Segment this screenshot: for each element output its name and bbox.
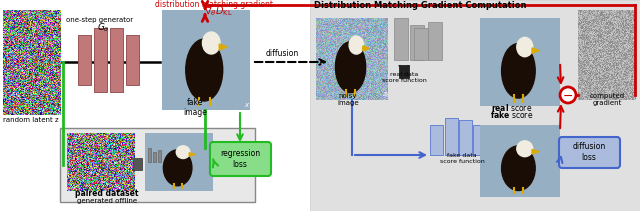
- Text: distribution matching gradient: distribution matching gradient: [155, 0, 273, 9]
- Bar: [399, 65, 409, 78]
- Text: $\nabla_\theta D_{\mathrm{KL}}$: $\nabla_\theta D_{\mathrm{KL}}$: [204, 4, 232, 18]
- Bar: [414, 28, 428, 60]
- Bar: [310, 0, 640, 211]
- Text: $\mathbf{fake}$ score: $\mathbf{fake}$ score: [490, 109, 534, 120]
- Polygon shape: [363, 46, 369, 51]
- Text: fake
image: fake image: [183, 98, 207, 117]
- Text: diffusion: diffusion: [266, 49, 299, 58]
- Bar: [459, 120, 472, 155]
- Bar: [445, 118, 458, 155]
- Text: Distribution Matching Gradient Computation: Distribution Matching Gradient Computati…: [314, 1, 527, 10]
- Bar: [94, 28, 107, 92]
- Bar: [428, 22, 442, 60]
- Bar: [487, 128, 500, 155]
- Ellipse shape: [349, 36, 364, 54]
- Text: generated offline: generated offline: [77, 198, 137, 204]
- Text: noisy
image: noisy image: [337, 93, 359, 106]
- Text: paired dataset: paired dataset: [76, 189, 139, 198]
- Text: computed
gradient: computed gradient: [589, 93, 625, 106]
- Text: fake data
score function: fake data score function: [440, 153, 484, 164]
- Circle shape: [560, 87, 576, 103]
- Text: $\mathbf{real}$ score: $\mathbf{real}$ score: [492, 102, 532, 113]
- Text: random latent z: random latent z: [3, 117, 59, 123]
- FancyBboxPatch shape: [559, 137, 620, 168]
- Polygon shape: [219, 44, 227, 50]
- Bar: [60, 128, 255, 202]
- Polygon shape: [532, 149, 539, 154]
- Ellipse shape: [335, 42, 365, 93]
- Ellipse shape: [163, 150, 192, 186]
- Bar: [394, 18, 408, 60]
- Bar: [78, 35, 91, 85]
- FancyBboxPatch shape: [210, 142, 271, 176]
- Bar: [148, 148, 151, 162]
- Text: $x$: $x$: [244, 101, 250, 109]
- Bar: [473, 125, 486, 155]
- Bar: [158, 150, 161, 162]
- Bar: [0, 0, 310, 211]
- Text: real data
score function: real data score function: [381, 72, 426, 83]
- Text: regression
loss: regression loss: [220, 149, 260, 169]
- Text: $G_\theta$: $G_\theta$: [97, 21, 109, 34]
- Ellipse shape: [517, 37, 532, 57]
- Text: $-$: $-$: [563, 88, 573, 101]
- Ellipse shape: [517, 141, 532, 157]
- Text: $z_t$: $z_t$: [382, 91, 390, 100]
- Ellipse shape: [176, 146, 190, 158]
- Ellipse shape: [502, 43, 535, 98]
- Bar: [430, 125, 443, 155]
- Ellipse shape: [502, 146, 535, 191]
- Bar: [126, 35, 139, 85]
- Bar: [110, 28, 123, 92]
- Polygon shape: [189, 153, 195, 156]
- Bar: [410, 25, 424, 60]
- Ellipse shape: [186, 39, 223, 101]
- Text: diffusion
loss: diffusion loss: [572, 142, 605, 162]
- Polygon shape: [532, 48, 539, 53]
- Bar: [153, 152, 156, 162]
- Ellipse shape: [202, 32, 220, 54]
- Bar: [133, 158, 142, 170]
- Text: one-step generator: one-step generator: [67, 17, 134, 23]
